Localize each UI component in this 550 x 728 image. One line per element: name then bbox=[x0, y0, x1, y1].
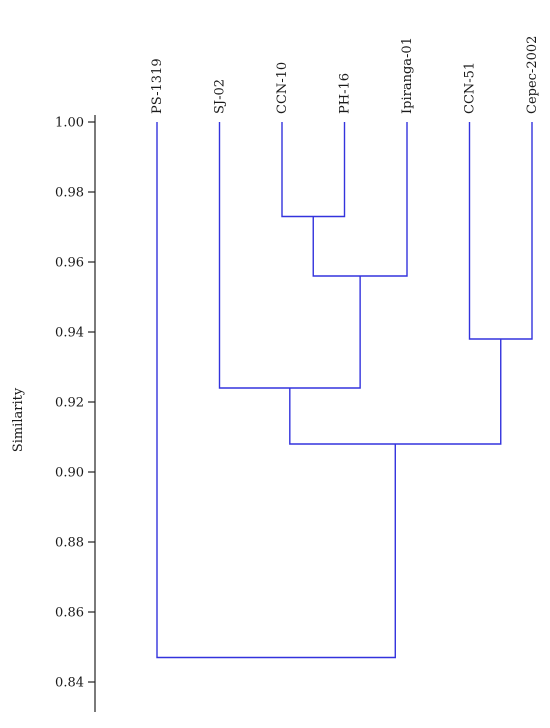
leaf-label: PH-16 bbox=[338, 73, 353, 114]
leaf-label: SJ-02 bbox=[213, 79, 228, 114]
y-tick-label: 0.96 bbox=[55, 256, 84, 271]
leaf-label: CCN-51 bbox=[463, 62, 478, 114]
dendrogram-links bbox=[156, 122, 533, 659]
y-tick-label: 0.98 bbox=[55, 186, 84, 201]
y-tick-label: 1.00 bbox=[55, 116, 84, 131]
y-axis-label: Similarity bbox=[11, 387, 26, 452]
leaf-label: Cepec-2002 bbox=[525, 36, 540, 114]
dendrogram-link bbox=[468, 122, 533, 340]
leaf-label: Ipiranga-01 bbox=[400, 37, 415, 114]
dendrogram-link bbox=[289, 339, 502, 445]
dendrogram-link bbox=[218, 122, 361, 389]
y-axis-ticks: 1.00 0.98 0.96 0.94 0.92 0.90 0.88 0.86 0.84 bbox=[55, 116, 95, 691]
leaf-label: CCN-10 bbox=[275, 62, 290, 114]
y-tick-label: 0.92 bbox=[55, 396, 84, 411]
dendrogram-link bbox=[156, 122, 396, 659]
leaf-label: PS-1319 bbox=[150, 58, 165, 114]
y-tick-label: 0.88 bbox=[55, 536, 84, 551]
leaf-labels: PS-1319 SJ-02 CCN-10 PH-16 Ipiranga-01 CCN-51… bbox=[150, 36, 540, 114]
dendrogram-link bbox=[281, 122, 346, 218]
y-tick-label: 0.84 bbox=[55, 676, 84, 691]
y-tick-label: 0.90 bbox=[55, 466, 84, 481]
y-tick-label: 0.94 bbox=[55, 326, 84, 341]
y-tick-label: 0.86 bbox=[55, 606, 84, 621]
dendrogram-link bbox=[312, 122, 408, 277]
